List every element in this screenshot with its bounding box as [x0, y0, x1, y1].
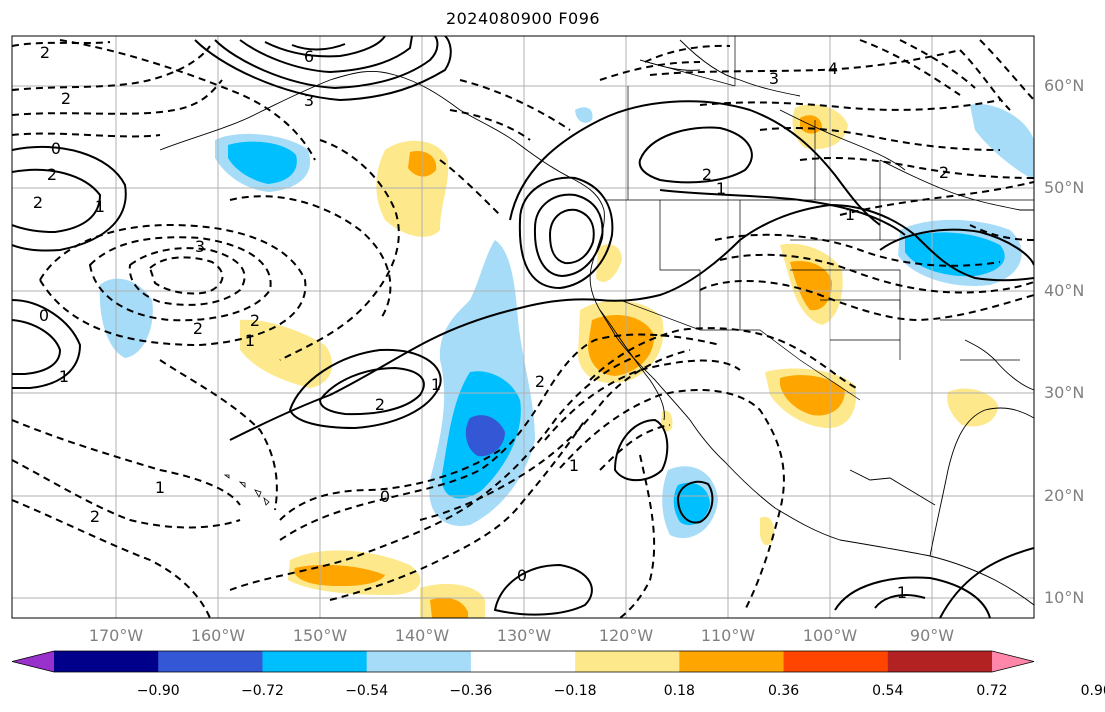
- contour-label: 1: [431, 375, 441, 394]
- longitude-label: 160°W: [190, 626, 246, 645]
- contour-label: 4: [828, 59, 838, 78]
- colorbar-tick-label: −0.72: [240, 683, 284, 699]
- contour-label: 3: [769, 69, 779, 88]
- longitude-label: 150°W: [292, 626, 348, 645]
- colorbar-tick-label: 0.90: [1080, 683, 1105, 699]
- colorbar-tick-label: 0.36: [767, 683, 800, 699]
- colorbar-swatch: [887, 651, 993, 672]
- colorbar-tick-label: −0.90: [136, 683, 180, 699]
- longitude-label: 170°W: [88, 626, 144, 645]
- contour-label: 0: [39, 306, 49, 325]
- colorbar-tick-label: −0.54: [345, 683, 389, 699]
- contour-label: 2: [193, 319, 203, 338]
- latitude-label: 50°N: [1044, 178, 1085, 198]
- contour-label: 2: [90, 507, 100, 526]
- forecast-map: 2 6 2 3 0 2 2 1 3 4 2 1 2 1 3 2 2 1 2 1 …: [11, 35, 1035, 619]
- contour-labels: 2 6 2 3 0 2 2 1 3 4 2 1 2 1 3 2 2 1 2 1 …: [33, 43, 949, 602]
- contour-label: 3: [195, 237, 205, 256]
- colorbar-tick-label: −0.18: [553, 683, 597, 699]
- contours-negative: [12, 39, 1034, 618]
- latitude-label: 20°N: [1044, 485, 1085, 505]
- negative-anomaly-area: [99, 278, 153, 358]
- contour-label: 0: [51, 139, 61, 158]
- colorbar-swatch: [158, 651, 263, 672]
- colorbar-swatch: [575, 651, 680, 672]
- latitude-label: 60°N: [1044, 76, 1085, 95]
- colorbar-swatch: [54, 651, 159, 672]
- contour-label: 2: [939, 163, 949, 182]
- colorbar-swatch: [366, 651, 472, 672]
- contour-label: 2: [33, 193, 43, 212]
- longitude-label: 100°W: [802, 626, 858, 645]
- colorbar-tick-label: 0.72: [976, 683, 1008, 699]
- latitude-label: 30°N: [1044, 383, 1085, 403]
- map-title: 2024080900 F096: [445, 9, 601, 28]
- contour-label: 1: [897, 583, 907, 602]
- colorbar-swatch: [679, 651, 785, 672]
- longitude-label: 90°W: [909, 626, 955, 645]
- positive-anomaly-area: [240, 319, 333, 388]
- political-borders: [604, 36, 1034, 401]
- contours-positive: [12, 36, 1034, 618]
- contour-label: 1: [95, 197, 105, 216]
- contour-label: 1: [155, 478, 165, 497]
- contour-label: 2: [40, 43, 50, 62]
- longitude-label: 110°W: [700, 626, 756, 645]
- contour-label: 0: [380, 487, 390, 506]
- colorbar-outline: [11, 650, 1035, 673]
- contour-label: 1: [716, 179, 726, 198]
- hawaii-islands: [223, 474, 270, 506]
- contour-label: 2: [702, 165, 712, 184]
- colorbar-tick-label: 0.54: [872, 683, 904, 699]
- longitude-label: 120°W: [598, 626, 654, 645]
- colorbar-tick-label: 0.18: [663, 683, 695, 699]
- contour-label: 1: [59, 367, 69, 386]
- contour-label: 2: [375, 395, 385, 414]
- colorbar-min-extend: [12, 651, 54, 672]
- colorbar-swatch: [783, 651, 889, 672]
- colorbar-swatch: [262, 651, 368, 672]
- contour-label: 2: [535, 372, 545, 391]
- latitude-label: 10°N: [1044, 588, 1085, 607]
- contour-label: 2: [61, 89, 71, 108]
- latitude-label: 40°N: [1044, 280, 1085, 300]
- longitude-label: 140°W: [394, 626, 450, 645]
- contour-label: 1: [569, 456, 579, 475]
- colorbar-max-extend: [992, 651, 1034, 672]
- contour-label: 0: [517, 566, 527, 585]
- graticule: [12, 36, 1034, 618]
- contour-label: 2: [47, 165, 57, 184]
- contour-label: 1: [245, 331, 255, 350]
- contour-label: 2: [250, 311, 260, 330]
- colorbar: [11, 650, 1035, 673]
- colorbar-swatch: [470, 651, 576, 672]
- contour-label: 1: [845, 205, 855, 224]
- colorbar-tick-label: −0.36: [449, 683, 493, 699]
- contour-label: 3: [304, 91, 314, 110]
- negative-anomaly-area: [970, 104, 1034, 180]
- longitude-label: 130°W: [496, 626, 552, 645]
- contour-label: 6: [304, 47, 314, 66]
